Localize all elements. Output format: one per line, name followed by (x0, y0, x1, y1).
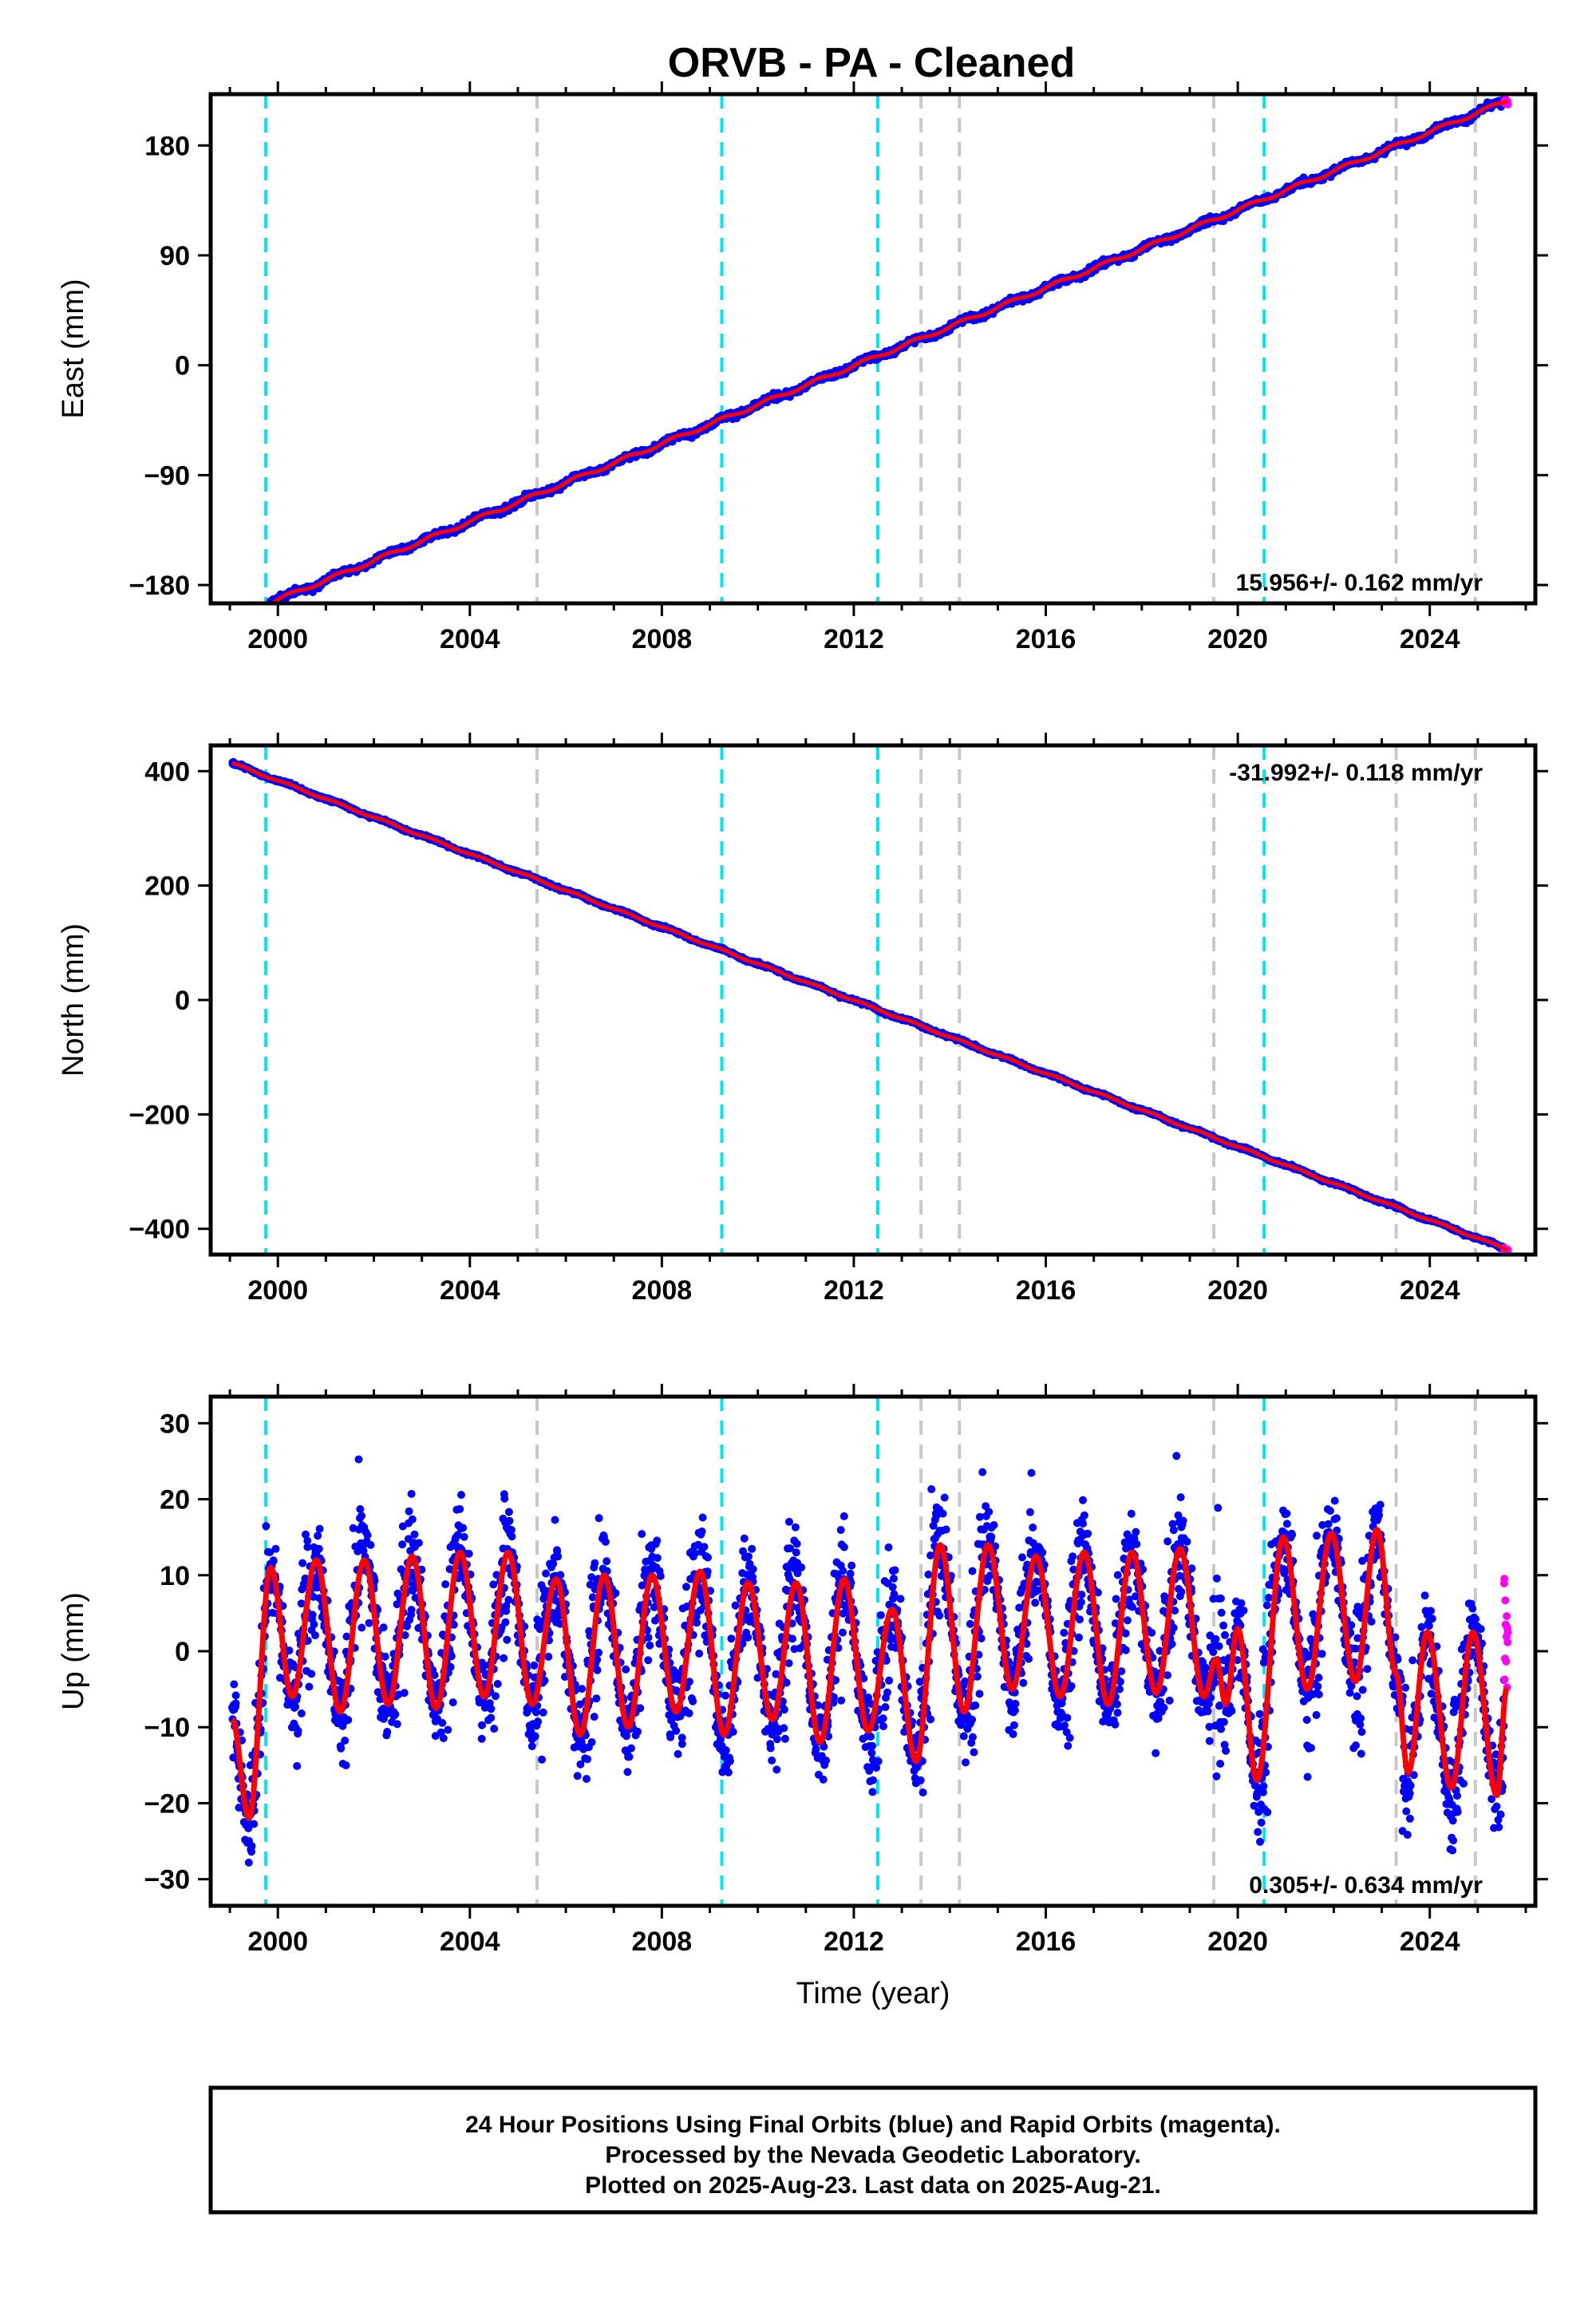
y-tick-label: 90 (160, 241, 190, 271)
x-tick-label: 2020 (1207, 1927, 1268, 1957)
chart-title: ORVB - PA - Cleaned (668, 40, 1075, 86)
y-tick-label: −400 (128, 1215, 190, 1245)
y-tick-label: 30 (160, 1409, 190, 1439)
x-tick-label: 2012 (824, 624, 884, 654)
y-tick-label: −20 (144, 1788, 190, 1819)
panel-frame-up (208, 1394, 1538, 1908)
x-tick-label: 2016 (1016, 1927, 1077, 1957)
y-tick-label: 0 (175, 351, 190, 381)
rate-label: 0.305+/- 0.634 mm/yr (1249, 1872, 1483, 1899)
model-curve-north (231, 761, 1509, 1252)
x-tick-label: 2000 (247, 624, 308, 654)
rate-label: -31.992+/- 0.118 mm/yr (1229, 760, 1483, 786)
y-tick-label: −200 (128, 1100, 190, 1130)
y-tick-label: 10 (160, 1561, 190, 1591)
x-axis-label: Time (year) (796, 1977, 950, 2010)
x-tick-label: 2016 (1016, 1275, 1077, 1306)
x-tick-label: 2016 (1016, 624, 1077, 654)
x-tick-label: 2004 (440, 624, 500, 654)
panel-up: 30 20 10 0 −10 −20 −30 2000 2004 2008 2012 2016 2020… (57, 1384, 1548, 2010)
x-tick-label: 2008 (632, 1927, 693, 1957)
x-tick-label: 2012 (824, 1275, 884, 1306)
footer-line-1: 24 Hour Positions Using Final Orbits (bl… (465, 2112, 1281, 2138)
y-tick-label: −10 (144, 1713, 190, 1743)
y-tick-label: −180 (128, 571, 190, 601)
y-axis-label: Up (mm) (57, 1592, 90, 1710)
panel-east: 180 90 0 −90 −180 2000 2004 2008 2012 2016 2020 202… (57, 81, 1548, 654)
x-tick-label: 2008 (632, 1275, 693, 1306)
x-tick-label: 2020 (1207, 1275, 1268, 1306)
panel-frame-east (208, 92, 1538, 606)
x-tick-label: 2000 (247, 1927, 308, 1957)
x-tick-label: 2024 (1400, 1927, 1460, 1957)
panel-frame-north (208, 743, 1538, 1257)
plot-area-up (228, 1397, 1512, 1906)
y-tick-label: −30 (144, 1865, 190, 1895)
footer-box: 24 Hour Positions Using Final Orbits (bl… (208, 2085, 1538, 2215)
y-axis-label: North (mm) (57, 923, 90, 1077)
x-tick-label: 2012 (824, 1927, 884, 1957)
rapid-orbit-points-up (1499, 1575, 1512, 1692)
y-tick-label: 180 (144, 131, 190, 161)
y-tick-label: −90 (144, 460, 190, 491)
model-curve-east (267, 99, 1509, 603)
rate-label: 15.956+/- 0.162 mm/yr (1236, 570, 1483, 596)
footer-line-3: Plotted on 2025-Aug-23. Last data on 202… (585, 2172, 1161, 2199)
x-tick-label: 2008 (632, 624, 693, 654)
x-tick-label: 2000 (247, 1275, 308, 1306)
x-tick-label: 2004 (440, 1927, 500, 1957)
y-tick-label: 20 (160, 1485, 190, 1516)
footer-line-2: Processed by the Nevada Geodetic Laborat… (605, 2142, 1140, 2168)
y-tick-label: 400 (144, 757, 190, 787)
y-tick-label: 0 (175, 1637, 190, 1667)
x-tick-label: 2024 (1400, 1275, 1460, 1306)
y-tick-label: 0 (175, 986, 190, 1016)
plot-area-north (228, 745, 1512, 1255)
footer-frame (208, 2085, 1538, 2215)
y-axis-label: East (mm) (57, 279, 90, 418)
x-tick-label: 2004 (440, 1275, 500, 1306)
model-curve-up (230, 1527, 1510, 1821)
x-tick-label: 2020 (1207, 624, 1268, 654)
x-tick-label: 2024 (1400, 624, 1460, 654)
plot-area-east (264, 94, 1512, 603)
y-tick-label: 200 (144, 871, 190, 902)
